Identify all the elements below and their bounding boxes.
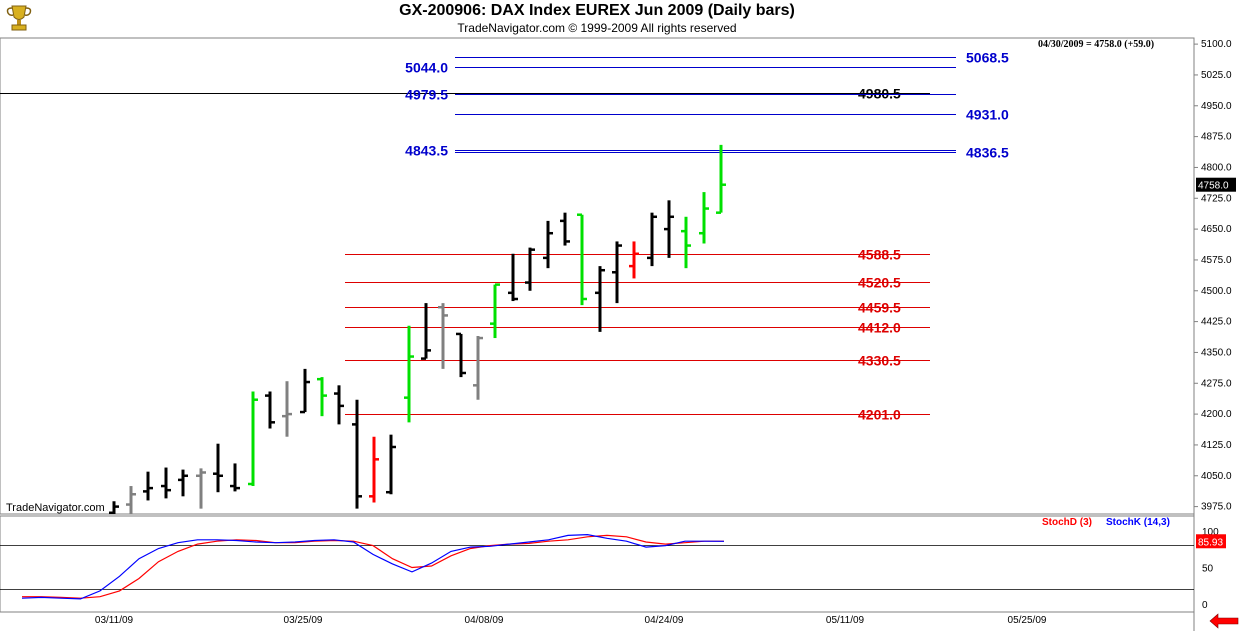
ohlc-bar-04/22 <box>647 212 657 267</box>
level-label-4979.5: 4979.5 <box>405 87 448 103</box>
x-tick-label: 04/08/09 <box>465 615 504 626</box>
y-tick-label: 5025.0 <box>1201 70 1232 81</box>
ohlc-bar-04/17 <box>595 266 605 332</box>
ohlc-bar-03/16 <box>213 443 223 493</box>
ohlc-bar-04/06 <box>473 335 483 400</box>
stoch-y-tick-label: 0 <box>1202 600 1208 611</box>
x-tick-label: 03/11/09 <box>95 615 134 626</box>
price-bars <box>109 144 726 515</box>
level-label-4201.0: 4201.0 <box>858 407 901 423</box>
ohlc-bar-04/01 <box>421 303 431 360</box>
y-tick-label: 4875.0 <box>1201 132 1232 143</box>
level-label-4520.5: 4520.5 <box>858 275 901 291</box>
ohlc-bar-04/24 <box>681 216 691 269</box>
y-tick-label: 4125.0 <box>1201 440 1232 451</box>
ohlc-bar-03/06 <box>109 501 119 515</box>
level-lines: 5068.5 5044.0 4980.5 4979.5 4931.0 4843.5 4836… <box>0 50 1009 423</box>
ohlc-bar-03/17 <box>230 463 240 492</box>
x-tick-label: 05/11/09 <box>826 615 865 626</box>
ohlc-bar-03/31 <box>404 325 414 423</box>
y-tick-label: 4050.0 <box>1201 471 1232 482</box>
chart-frame <box>0 37 1195 631</box>
ohlc-bar-04/03 <box>456 332 466 378</box>
ohlc-bar-03/25 <box>334 385 344 425</box>
ohlc-bar-03/09 <box>126 486 136 514</box>
y-tick-label: 4425.0 <box>1201 317 1232 328</box>
chart-labels: 04/30/2009 = 4758.0 (+59.0) TradeNavigat… <box>6 39 1154 514</box>
chart-title: GX-200906: DAX Index EUREX Jun 2009 (Dai… <box>399 2 795 19</box>
stoch-series-line <box>22 534 724 599</box>
y-tick-label: 4350.0 <box>1201 347 1232 358</box>
ohlc-bar-03/27 <box>369 436 379 503</box>
ohlc-bar-03/18 <box>248 391 258 487</box>
ohlc-bar-04/16 <box>577 213 587 306</box>
y-tick-label: 4200.0 <box>1201 409 1232 420</box>
ohlc-bar-03/10 <box>143 471 153 501</box>
watermark-text: TradeNavigator.com <box>6 502 105 514</box>
ohlc-bar-03/13 <box>196 468 206 509</box>
y-tick-label: 3975.0 <box>1201 502 1232 513</box>
level-label-4843.5: 4843.5 <box>405 143 448 159</box>
ohlc-bar-04/09 <box>525 247 535 291</box>
ohlc-bar-04/20 <box>612 241 622 304</box>
y-tick-label: 5100.0 <box>1201 39 1232 50</box>
ohlc-bar-03/11 <box>161 467 171 499</box>
level-label-5044.0: 5044.0 <box>405 60 448 76</box>
stochastic-panel: 0 50 100 StochD (3) StochK (14,3) 85.93 <box>0 517 1226 611</box>
ohlc-bar-03/19 <box>265 391 275 429</box>
y-tick-label: 4725.0 <box>1201 193 1232 204</box>
x-tick-label: 05/25/09 <box>1008 615 1047 626</box>
ohlc-bar-03/20 <box>282 381 292 437</box>
stoch-y-tick-label: 100 <box>1202 527 1219 538</box>
level-label-4980.5: 4980.5 <box>858 86 901 102</box>
ohlc-bar-04/21 <box>629 241 639 279</box>
copyright-text: TradeNavigator.com © 1999-2009 All right… <box>457 21 737 35</box>
ohlc-bar-04/27 <box>699 192 709 244</box>
level-label-4330.5: 4330.5 <box>858 353 901 369</box>
ohlc-bar-04/07 <box>490 283 500 339</box>
price-plot-area <box>0 37 1195 515</box>
level-label-4588.5: 4588.5 <box>858 247 901 263</box>
ohlc-bar-03/23 <box>300 368 310 414</box>
level-label-4836.5: 4836.5 <box>966 145 1009 161</box>
stoch-last-label: 85.93 <box>1198 537 1223 548</box>
ohlc-bar-03/24 <box>317 377 327 417</box>
level-label-4459.5: 4459.5 <box>858 300 901 316</box>
ohlc-bar-04/23 <box>664 200 674 258</box>
ohlc-bar-04/15 <box>560 212 570 246</box>
stoch-plot-area <box>0 515 1195 613</box>
scroll-left-arrow-icon[interactable] <box>1209 613 1239 629</box>
legend-stochk: StochK (14,3) <box>1106 517 1170 528</box>
last-price-tag <box>1196 177 1236 192</box>
stoch-last-tag <box>1196 534 1226 549</box>
level-label-4931.0: 4931.0 <box>966 107 1009 123</box>
ohlc-bar-03/12 <box>178 469 188 497</box>
ohlc-bar-03/26 <box>352 399 362 509</box>
ohlc-bar-04/28 <box>716 144 726 214</box>
last-price-label: 4758.0 <box>1198 181 1229 192</box>
ohlc-bar-04/02 <box>438 303 448 369</box>
ohlc-bar-04/14 <box>543 220 553 269</box>
y-tick-label: 4650.0 <box>1201 224 1232 235</box>
y-tick-label: 4950.0 <box>1201 101 1232 112</box>
stoch-y-tick-label: 50 <box>1202 564 1214 575</box>
last-quote-text: 04/30/2009 = 4758.0 (+59.0) <box>1038 39 1154 50</box>
x-tick-label: 03/25/09 <box>284 615 323 626</box>
level-label-5068.5: 5068.5 <box>966 50 1009 66</box>
legend-stochd: StochD (3) <box>1042 517 1092 528</box>
level-label-4412.0: 4412.0 <box>858 320 901 336</box>
y-tick-label: 4575.0 <box>1201 255 1232 266</box>
axes: 3975.0 4050.0 4125.0 4200.0 4275.0 4350.0 4425… <box>95 39 1239 629</box>
y-tick-label: 4275.0 <box>1201 378 1232 389</box>
stoch-series-line <box>21 533 725 600</box>
y-tick-label: 4500.0 <box>1201 286 1232 297</box>
ohlc-bar-04/08 <box>508 253 518 302</box>
x-tick-label: 04/24/09 <box>645 615 684 626</box>
ohlc-bar-03/30 <box>386 434 396 495</box>
trophy-logo-icon <box>3 2 35 34</box>
y-tick-label: 4800.0 <box>1201 162 1232 173</box>
